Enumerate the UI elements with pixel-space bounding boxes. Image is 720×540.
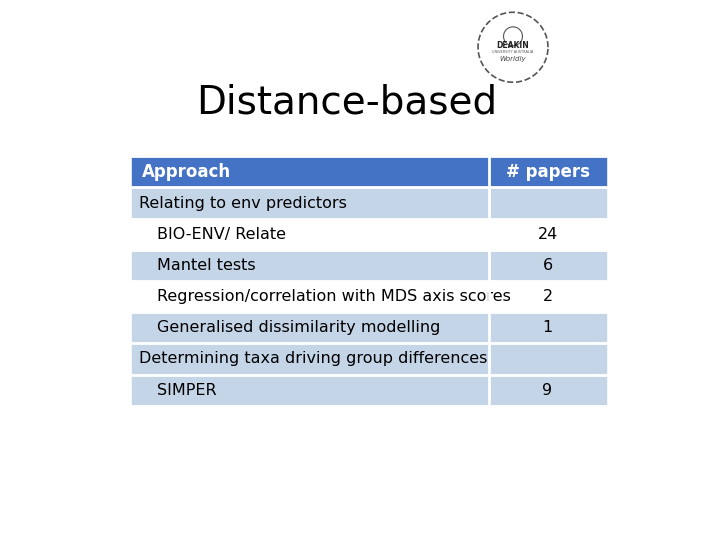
Text: Relating to env predictors: Relating to env predictors [138,195,346,211]
Text: Generalised dissimilarity modelling: Generalised dissimilarity modelling [157,320,441,335]
Bar [132,250,606,281]
Bar [132,281,606,312]
Bar [132,343,606,375]
Text: Worldly: Worldly [500,56,526,62]
Text: Regression/correlation with MDS axis scores: Regression/correlation with MDS axis sco… [157,289,510,304]
Text: UNIVERSITY AUSTRALIA: UNIVERSITY AUSTRALIA [492,50,534,55]
Text: BIO-ENV/ Relate: BIO-ENV/ Relate [157,227,286,242]
Text: Mantel tests: Mantel tests [157,258,256,273]
Text: Approach: Approach [142,163,231,181]
Text: Determining taxa driving group differences: Determining taxa driving group differenc… [138,352,487,367]
Bar [132,156,606,187]
Text: 6: 6 [542,258,553,273]
Text: 2: 2 [542,289,553,304]
Text: 1: 1 [542,320,553,335]
Bar [132,219,606,250]
Bar [132,375,606,406]
Text: # papers: # papers [505,163,590,181]
Text: 24: 24 [537,227,558,242]
Text: Distance-based: Distance-based [196,83,498,121]
Text: DEAKIN: DEAKIN [497,41,529,50]
Text: SIMPER: SIMPER [157,383,217,397]
Bar [132,312,606,343]
Bar [132,187,606,219]
Text: 9: 9 [542,383,553,397]
